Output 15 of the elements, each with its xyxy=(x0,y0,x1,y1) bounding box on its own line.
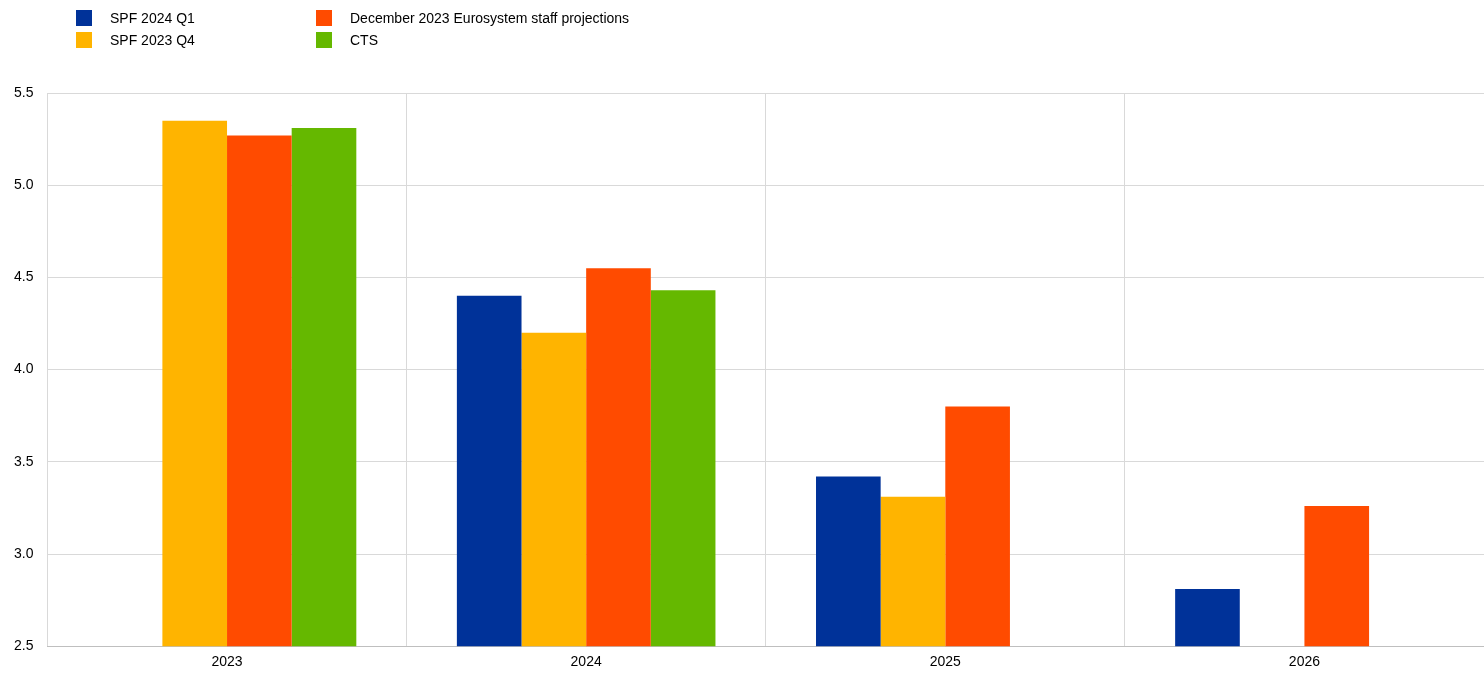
x-tick-label: 2023 xyxy=(211,653,243,670)
y-tick-label: 5.0 xyxy=(13,176,34,193)
y-tick-label: 3.0 xyxy=(13,544,34,561)
y-tick-label: 4.5 xyxy=(13,268,34,285)
legend-label: December 2023 Eurosystem staff projections xyxy=(350,10,630,26)
x-tick-label: 2026 xyxy=(1288,653,1321,670)
y-tick-label: 5.5 xyxy=(13,83,34,100)
legend-label: CTS xyxy=(350,32,378,48)
legend-label: SPF 2024 Q1 xyxy=(110,10,195,26)
legend-label: SPF 2023 Q4 xyxy=(110,32,195,48)
x-tick-label: 2024 xyxy=(570,653,602,670)
y-tick-label: 3.5 xyxy=(13,452,34,469)
x-tick-label: 2025 xyxy=(929,653,962,670)
y-tick-label: 4.0 xyxy=(13,360,34,377)
y-tick-label: 2.5 xyxy=(13,637,34,654)
